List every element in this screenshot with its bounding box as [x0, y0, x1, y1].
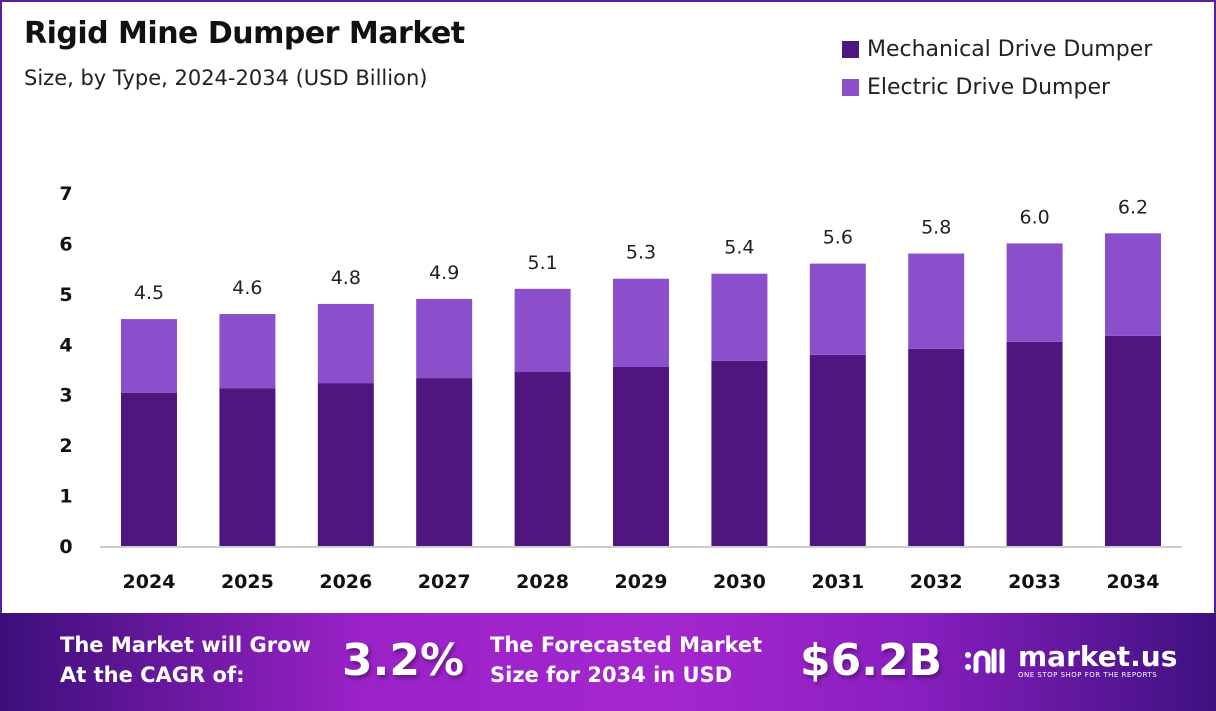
data-label-total: 4.9 — [429, 262, 459, 284]
bar-segment-mechanical — [317, 383, 374, 546]
bar-segment-mechanical — [121, 392, 177, 546]
bar-segment-electric — [416, 298, 473, 379]
logo-text: market.us — [1018, 640, 1178, 673]
bar-segment-mechanical — [1105, 335, 1161, 546]
bar-segment-mechanical — [416, 378, 473, 546]
legend-item-mechanical: Mechanical Drive Dumper — [842, 30, 1152, 68]
x-tick-label: 2025 — [221, 571, 274, 593]
y-tick-label: 6 — [59, 233, 72, 255]
x-tick-label: 2024 — [123, 571, 176, 593]
bar-segment-electric — [711, 273, 768, 361]
legend-item-electric: Electric Drive Dumper — [842, 68, 1152, 106]
y-tick-label: 5 — [59, 284, 72, 306]
y-tick-label: 4 — [59, 334, 72, 356]
forecast-label-line: The Forecasted Market — [490, 633, 763, 657]
legend: Mechanical Drive Dumper Electric Drive D… — [842, 30, 1152, 106]
cagr-label-line: At the CAGR of: — [60, 663, 245, 687]
x-tick-label: 2031 — [811, 571, 864, 593]
y-tick-label: 0 — [59, 536, 72, 558]
data-label-total: 5.8 — [921, 217, 951, 239]
data-label-total: 6.0 — [1019, 206, 1049, 228]
y-tick-label: 7 — [59, 183, 72, 205]
logo-tagline: ONE STOP SHOP FOR THE REPORTS — [1018, 671, 1158, 679]
data-label-total: 5.6 — [823, 227, 853, 249]
data-label-total: 5.4 — [724, 237, 754, 259]
footer-banner: The Market will Grow At the CAGR of: 3.2%… — [0, 613, 1216, 711]
bar-segment-mechanical — [711, 360, 768, 546]
y-tick-label: 2 — [59, 435, 72, 457]
data-label-total: 5.1 — [527, 252, 557, 274]
bar-segment-electric — [1006, 243, 1063, 342]
x-tick-label: 2033 — [1008, 571, 1061, 593]
bar-segment-electric — [121, 319, 177, 393]
data-label-total: 6.2 — [1118, 196, 1148, 218]
bar-segment-mechanical — [219, 388, 276, 546]
x-tick-label: 2027 — [418, 571, 471, 593]
logo-icon — [965, 648, 1005, 674]
market-us-logo: market.us ONE STOP SHOP FOR THE REPORTS — [962, 643, 1177, 679]
bar-segment-electric — [613, 278, 669, 367]
cagr-label-line: The Market will Grow — [60, 633, 311, 657]
forecast-label: The Forecasted Market Size for 2034 in US… — [490, 630, 762, 690]
bar-segment-electric — [514, 288, 571, 373]
legend-swatch — [842, 40, 859, 58]
legend-swatch — [842, 78, 859, 96]
x-tick-label: 2034 — [1107, 571, 1160, 593]
bar-chart: 0 1 2 3 4 5 6 7 4.5 2024 4.6 2025 4.8 2026 4.9 2027 5.1 2… — [59, 183, 1182, 593]
x-tick-label: 2026 — [319, 571, 372, 593]
cagr-value: 3.2% — [342, 635, 465, 686]
bar-segment-mechanical — [809, 354, 866, 546]
bar-segment-electric — [317, 303, 374, 384]
forecast-value: $6.2B — [800, 635, 943, 686]
bar-segment-electric — [809, 263, 866, 355]
bar-segment-electric — [908, 253, 965, 349]
legend-label: Electric Drive Dumper — [867, 74, 1111, 100]
legend-label: Mechanical Drive Dumper — [867, 36, 1153, 62]
x-tick-label: 2028 — [516, 571, 569, 593]
bar-segment-mechanical — [613, 366, 669, 546]
bar-segment-mechanical — [1006, 341, 1063, 546]
forecast-label-line: Size for 2034 in USD — [490, 663, 733, 687]
cagr-label: The Market will Grow At the CAGR of: — [60, 630, 311, 690]
data-label-total: 4.6 — [232, 277, 262, 299]
x-tick-label: 2032 — [910, 571, 963, 593]
x-tick-label: 2030 — [713, 571, 766, 593]
y-tick-label: 3 — [59, 385, 72, 407]
bar-segment-electric — [1105, 233, 1161, 336]
x-tick-label: 2029 — [615, 571, 668, 593]
chart-title: Rigid Mine Dumper Market — [24, 16, 465, 51]
chart-subtitle: Size, by Type, 2024-2034 (USD Billion) — [24, 66, 428, 90]
data-label-total: 4.5 — [134, 282, 164, 304]
bar-segment-electric — [219, 314, 276, 389]
bar-segment-mechanical — [514, 372, 571, 546]
y-tick-label: 1 — [59, 486, 72, 508]
bar-segment-mechanical — [908, 348, 965, 546]
data-label-total: 5.3 — [626, 242, 656, 264]
data-label-total: 4.8 — [331, 267, 361, 289]
